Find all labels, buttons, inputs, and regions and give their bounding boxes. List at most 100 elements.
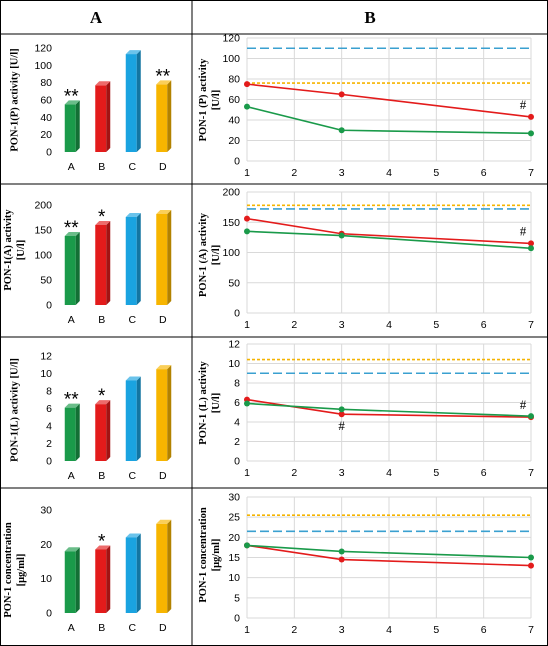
bar-top [95, 545, 111, 550]
data-point [528, 130, 534, 137]
x-tick-label: 2 [291, 467, 297, 479]
y-tick-label: 100 [34, 60, 52, 72]
x-tick-label: 6 [481, 167, 487, 179]
y-tick-label: 150 [34, 225, 52, 237]
y-tick-label: 200 [34, 200, 52, 212]
header-b: B [364, 8, 375, 27]
x-tick-label: 1 [244, 319, 250, 331]
bar-top [125, 50, 141, 55]
y-tick-label: 0 [234, 456, 240, 468]
y-tick-label: 4 [234, 417, 240, 429]
x-tick-label: 2 [291, 624, 297, 636]
y-axis-label-line: [U/l] [211, 393, 222, 413]
x-tick-label: 5 [433, 624, 439, 636]
significance-marker: ** [64, 218, 79, 239]
y-axis-label-line: PON-1(P) activity [U/l] [10, 48, 21, 151]
data-point [528, 245, 534, 252]
y-tick-label: 50 [228, 277, 240, 289]
significance-marker: # [338, 418, 345, 433]
data-point [244, 400, 250, 407]
y-axis-label: PON-1(L) activity [U/l] [10, 358, 21, 462]
y-axis-label-line: PON-1(A) activity [3, 209, 14, 291]
data-point [338, 232, 345, 239]
y-tick-label: 200 [222, 187, 240, 199]
y-axis-label: PON-1 (P) activity [U/l] [198, 58, 222, 142]
y-axis-label-line: PON-1 (A) activity [198, 212, 209, 297]
y-axis-label: PON-1(A) activity [U/l] [3, 209, 27, 291]
bar-top [64, 547, 80, 552]
y-axis-label: PON-1 (L) activity [U/l] [198, 361, 222, 445]
bar [156, 84, 168, 152]
bar [125, 380, 137, 461]
y-tick-label: 2 [46, 438, 52, 450]
x-tick-label: B [98, 161, 105, 173]
bar [125, 537, 137, 613]
x-tick-label: 4 [386, 319, 392, 331]
x-tick-label: C [128, 622, 136, 634]
y-axis-label: PON-1 concentration [μg/ml] [3, 522, 27, 618]
data-point [338, 548, 345, 555]
y-tick-label: 0 [46, 608, 52, 620]
x-tick-label: 5 [433, 167, 439, 179]
x-tick-label: A [68, 161, 75, 173]
bar-side [75, 403, 80, 461]
x-tick-label: C [128, 470, 136, 482]
header-a: A [90, 8, 103, 27]
x-tick-label: 4 [386, 167, 392, 179]
y-tick-label: 10 [228, 358, 240, 370]
x-tick-label: 2 [291, 319, 297, 331]
bar-side [75, 100, 80, 152]
bar [64, 104, 76, 152]
bar [64, 407, 76, 461]
x-tick-label: 7 [528, 167, 534, 179]
bar-top [95, 81, 111, 86]
y-tick-label: 20 [40, 129, 52, 141]
y-tick-label: 20 [228, 135, 240, 147]
y-tick-label: 60 [228, 94, 240, 106]
x-tick-label: D [159, 314, 167, 326]
y-axis-label-line: [U/l] [211, 245, 222, 265]
x-tick-label: C [128, 314, 136, 326]
bar [125, 54, 137, 152]
bar-side [136, 533, 141, 613]
y-axis-label-line: PON-1 concentration [198, 507, 209, 603]
x-tick-label: 6 [481, 319, 487, 331]
y-axis-label: PON-1 (A) activity [U/l] [198, 212, 222, 297]
y-tick-label: 0 [234, 613, 240, 625]
data-point [338, 556, 345, 563]
bar-top [125, 376, 141, 381]
data-point [528, 113, 534, 120]
bar-side [136, 376, 141, 461]
bar [95, 549, 107, 613]
y-tick-label: 5 [234, 592, 240, 604]
y-tick-label: 12 [228, 339, 240, 351]
bar [156, 369, 168, 461]
y-tick-label: 60 [40, 95, 52, 107]
significance-marker: ** [64, 86, 79, 107]
y-tick-label: 10 [40, 368, 52, 380]
significance-marker: ** [64, 390, 79, 411]
bar-side [136, 213, 141, 305]
data-point [244, 215, 250, 222]
data-point [338, 411, 345, 418]
significance-marker: * [98, 386, 106, 407]
x-tick-label: B [98, 470, 105, 482]
significance-marker: # [520, 223, 527, 238]
data-point [338, 91, 345, 98]
y-tick-label: 8 [234, 378, 240, 390]
bar-side [75, 547, 80, 613]
y-tick-label: 0 [234, 156, 240, 168]
bar [95, 85, 107, 152]
x-tick-label: A [68, 470, 75, 482]
x-tick-label: 1 [244, 167, 250, 179]
y-axis-label-line: [U/l] [16, 240, 27, 260]
bar-side [106, 81, 111, 152]
x-tick-label: D [159, 470, 167, 482]
bar-side [167, 210, 172, 305]
y-tick-label: 80 [40, 77, 52, 89]
y-tick-label: 20 [228, 532, 240, 544]
y-tick-label: 0 [46, 147, 52, 159]
y-tick-label: 0 [46, 456, 52, 468]
significance-marker: * [98, 207, 106, 228]
